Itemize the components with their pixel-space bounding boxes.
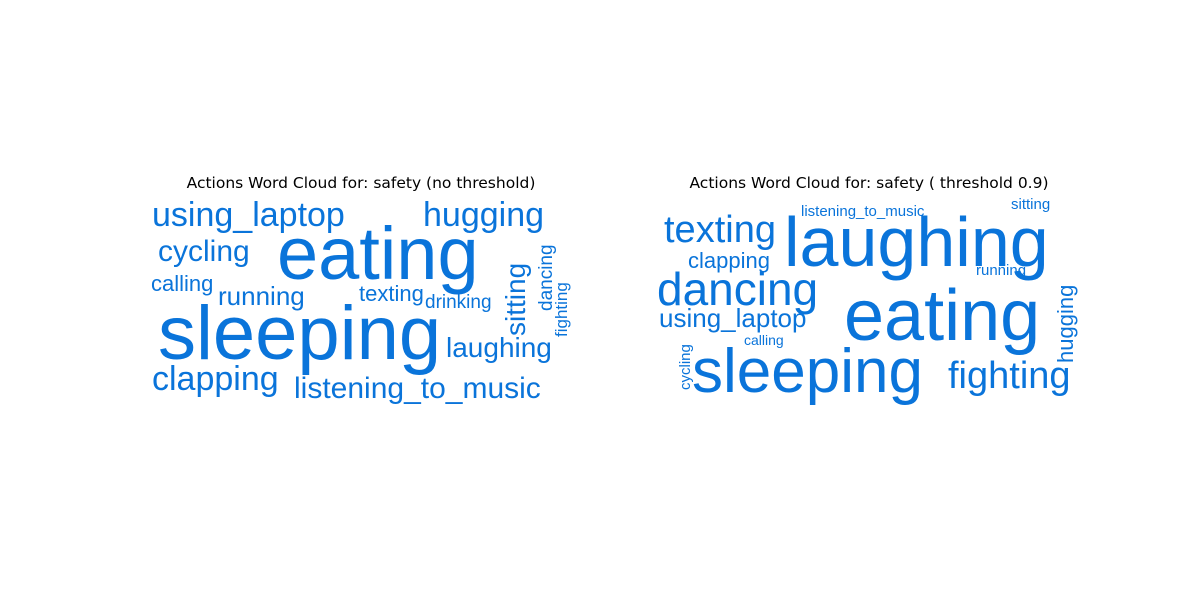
word-clapping: clapping [688, 248, 770, 273]
word-cycling: cycling [677, 344, 694, 390]
word-laughing: laughing [446, 332, 552, 363]
word-fighting: fighting [552, 282, 571, 337]
left-cloud-title: Actions Word Cloud for: safety (no thres… [186, 174, 536, 192]
word-dancing: dancing [657, 263, 818, 315]
word-clapping: clapping [152, 360, 279, 398]
word-using-laptop: using_laptop [152, 196, 345, 234]
word-calling: calling [744, 332, 784, 348]
word-dancing: dancing [536, 244, 557, 311]
word-fighting: fighting [948, 355, 1071, 397]
right-cloud-title: Actions Word Cloud for: safety ( thresho… [689, 174, 1049, 192]
word-eating: eating [277, 212, 479, 295]
word-cycling: cycling [158, 235, 250, 268]
word-running: running [976, 262, 1026, 279]
word-hugging: hugging [1053, 285, 1078, 363]
word-listening-to-music: listening_to_music [801, 203, 925, 220]
word-sleeping: sleeping [158, 291, 441, 376]
word-drinking: drinking [425, 292, 492, 313]
word-listening-to-music: listening_to_music [294, 372, 541, 405]
word-eating: eating [844, 276, 1040, 356]
word-texting: texting [664, 209, 776, 251]
word-laughing: laughing [784, 203, 1049, 281]
word-texting: texting [359, 281, 424, 306]
word-using-laptop: using_laptop [659, 303, 806, 333]
word-sleeping: sleeping [692, 337, 923, 406]
word-running: running [218, 281, 305, 311]
word-sitting: sitting [500, 263, 531, 336]
word-hugging: hugging [423, 196, 544, 234]
word-sitting: sitting [1011, 196, 1050, 213]
word-calling: calling [151, 271, 213, 296]
